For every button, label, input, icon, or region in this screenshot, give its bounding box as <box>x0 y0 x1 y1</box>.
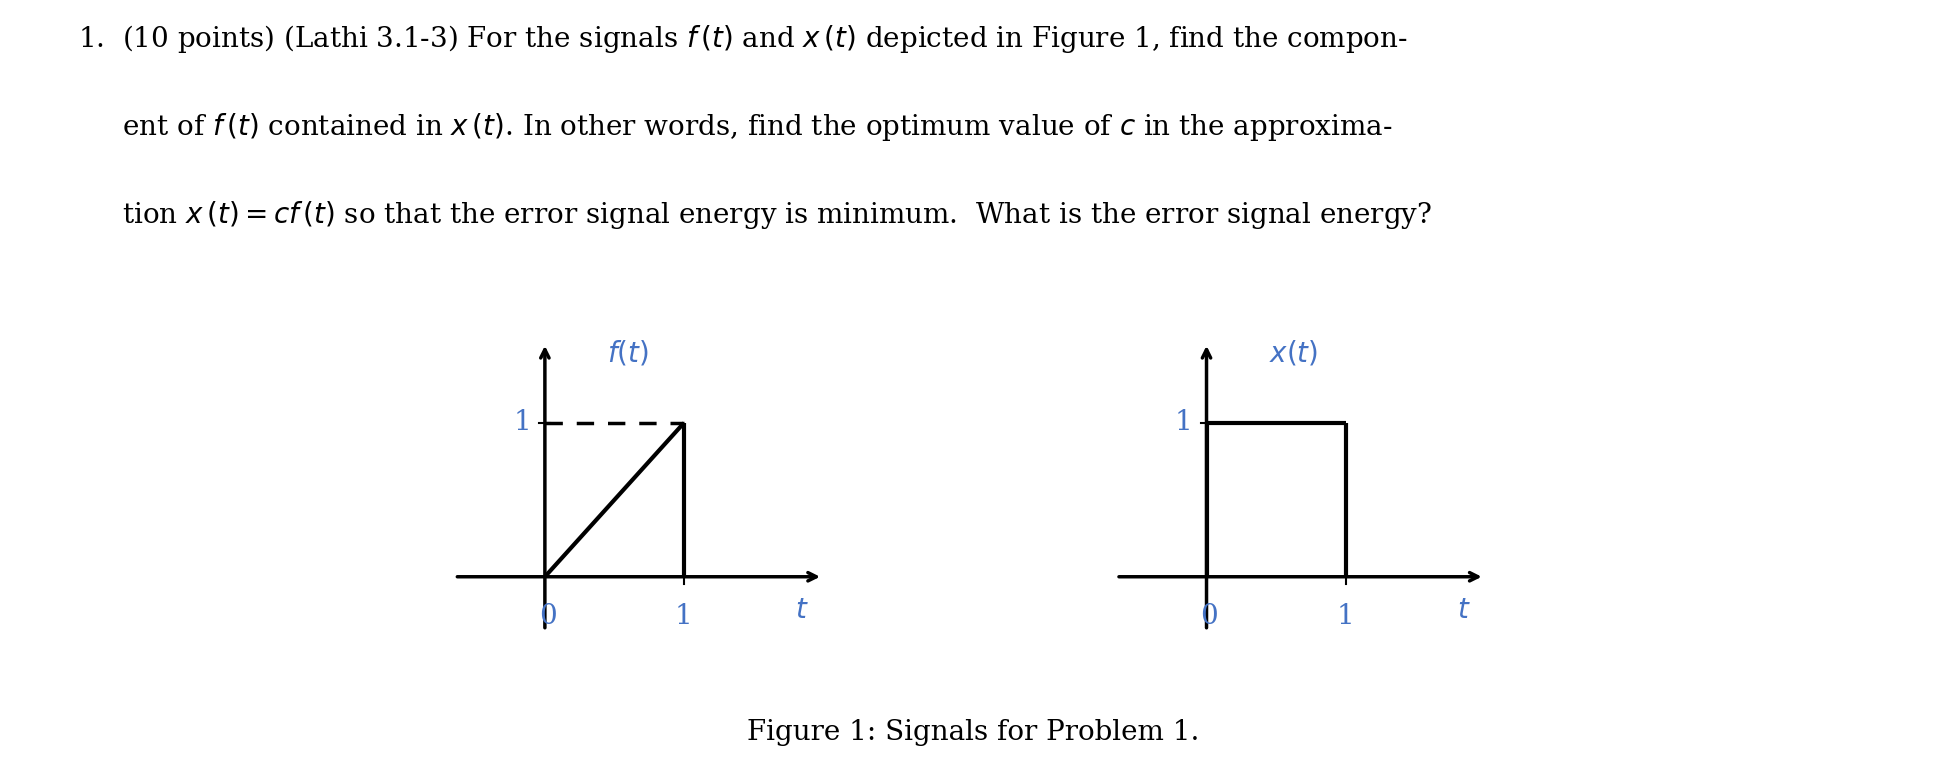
Text: ent of $f\,(t)$ contained in $x\,(t)$. In other words, find the optimum value of: ent of $f\,(t)$ contained in $x\,(t)$. I… <box>78 111 1393 143</box>
Text: 0: 0 <box>539 603 557 630</box>
Text: $t$: $t$ <box>796 597 810 624</box>
Text: 1.  (10 points) (Lathi 3.1-3) For the signals $f\,(t)$ and $x\,(t)$ depicted in : 1. (10 points) (Lathi 3.1-3) For the sig… <box>78 23 1407 55</box>
Text: 1: 1 <box>1175 409 1193 437</box>
Text: $x(t)$: $x(t)$ <box>1269 338 1317 368</box>
Text: tion $x\,(t) = cf\,(t)$ so that the error signal energy is minimum.  What is the: tion $x\,(t) = cf\,(t)$ so that the erro… <box>78 198 1432 231</box>
Text: 1: 1 <box>1337 603 1354 630</box>
Text: Figure 1: Signals for Problem 1.: Figure 1: Signals for Problem 1. <box>747 719 1199 746</box>
Text: 0: 0 <box>1201 603 1218 630</box>
Text: 1: 1 <box>514 409 531 437</box>
Text: $t$: $t$ <box>1458 597 1471 624</box>
Text: 1: 1 <box>675 603 693 630</box>
Text: $f(t)$: $f(t)$ <box>607 338 650 368</box>
